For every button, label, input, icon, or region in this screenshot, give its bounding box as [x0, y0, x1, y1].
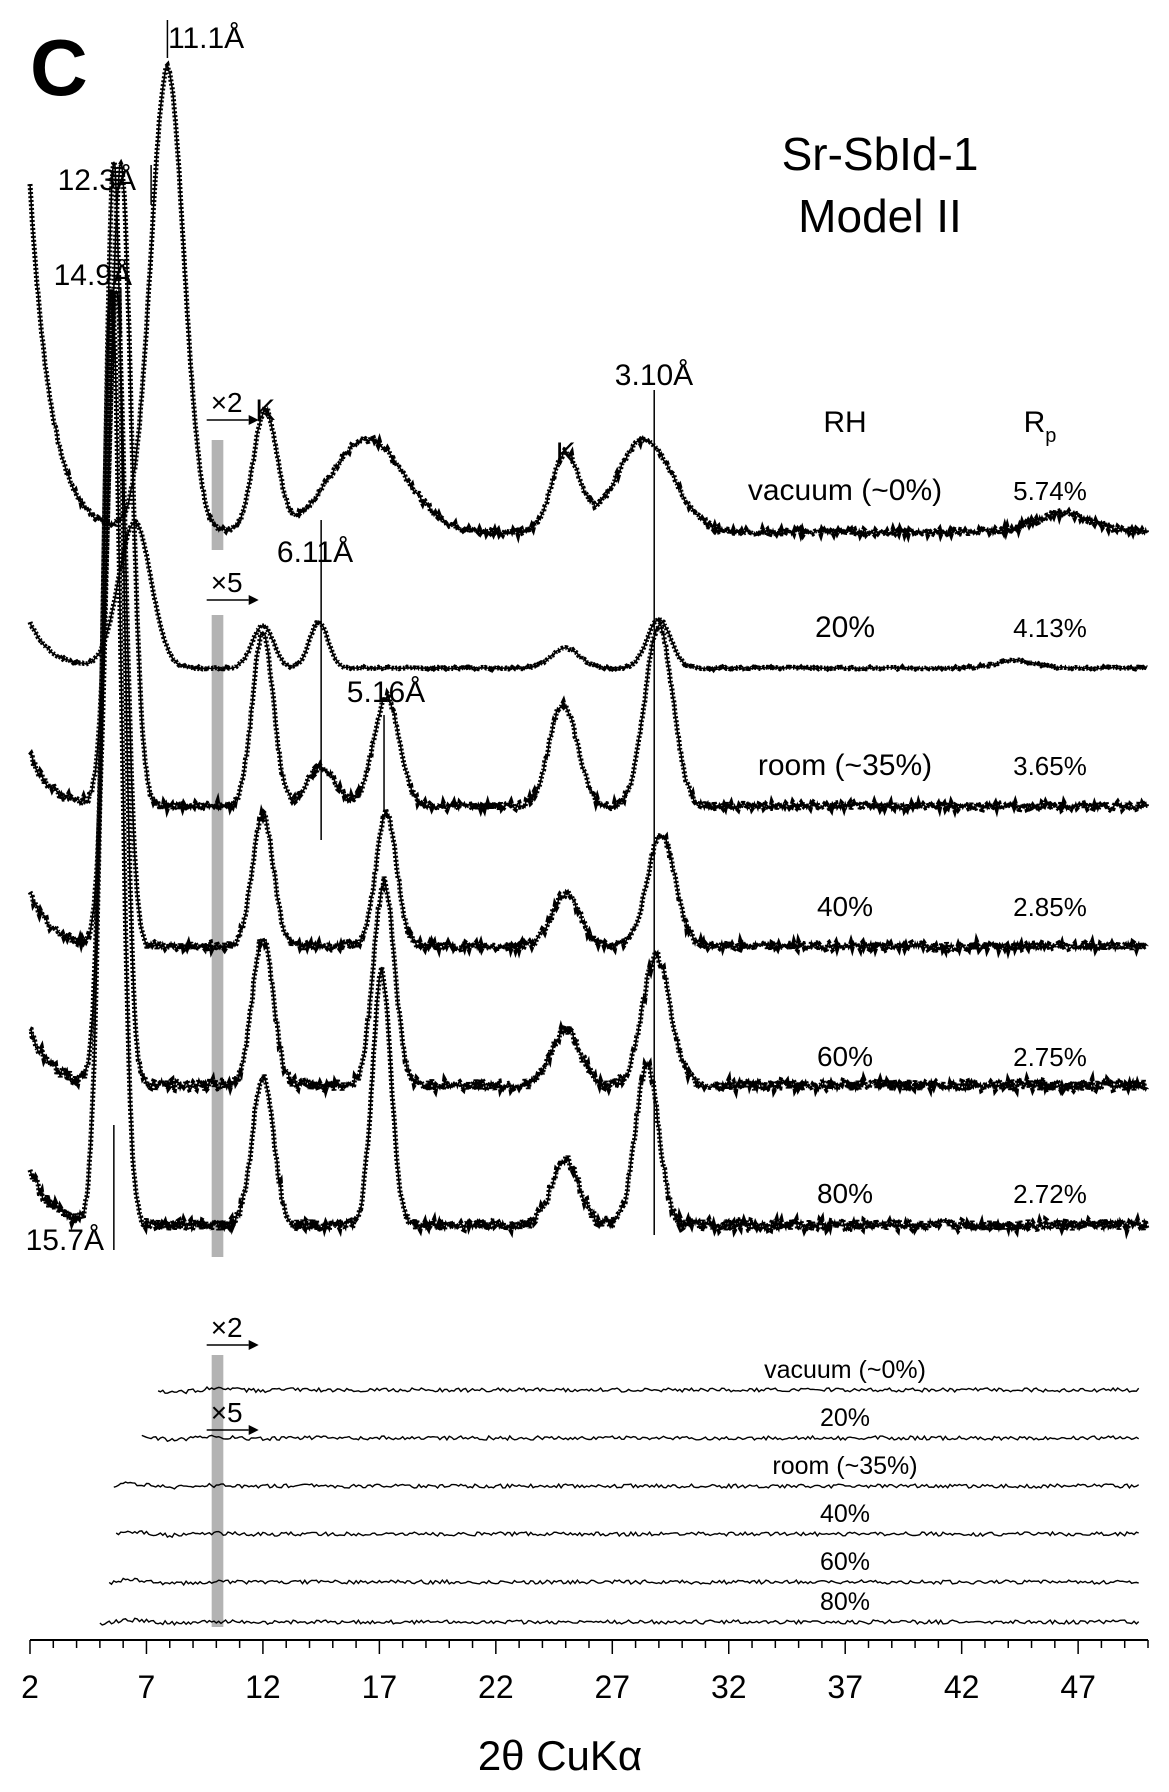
panel-letter: C [30, 23, 88, 112]
rh-label: vacuum (~0%) [748, 474, 942, 507]
x-tick-label: 12 [245, 1669, 281, 1705]
observed-profile [27, 519, 1148, 674]
peak-label: 15.7Å [26, 1224, 104, 1257]
scale-marker-label: ×2 [211, 387, 243, 418]
rh-label: room (~35%) [758, 749, 932, 782]
rh-label: 60% [817, 1041, 873, 1072]
rp-value: 4.13% [1013, 613, 1087, 643]
calculated-profile [29, 161, 1148, 1094]
x-axis-label: 2θ CuKα [478, 1732, 642, 1779]
difference-curve [113, 1481, 1140, 1490]
rp-value: 3.65% [1013, 751, 1087, 781]
annotations: 11.1Å 12.3Å 14.9Å 15.7Å 6.11Å 5.16Å 3.10Å K K ×2 ×… [26, 22, 1057, 1435]
reference-lines [113, 20, 655, 1250]
scale-marker-arrowhead [248, 415, 259, 425]
rp-value: 2.72% [1013, 1179, 1087, 1209]
scale-marker-arrowhead [248, 595, 259, 605]
calculated-profile [29, 162, 1148, 813]
rp-subscript: p [1045, 425, 1056, 447]
x-tick-label: 22 [478, 1669, 514, 1705]
rh-column-header: RH [823, 406, 866, 439]
difference-rh-label: room (~35%) [772, 1452, 917, 1480]
phase-label: K [556, 437, 576, 470]
calculated-profile [29, 289, 1148, 1234]
rp-value: 2.75% [1013, 1042, 1087, 1072]
peak-label: 6.11Å [277, 536, 353, 569]
calculated-profile [29, 289, 1148, 953]
difference-curve [141, 1434, 1140, 1443]
peak-label: 14.9Å [54, 259, 132, 292]
difference-rh-label: 80% [820, 1588, 870, 1616]
rh-label: 80% [817, 1178, 873, 1209]
peak-label: 12.3Å [58, 164, 136, 197]
difference-rh-label: 40% [820, 1500, 870, 1528]
difference-curve [115, 1530, 1139, 1539]
difference-curve [108, 1577, 1139, 1587]
difference-curves: vacuum (~0%) 20% room (~35%) 40% 60% 80% [99, 1356, 1140, 1626]
rp-column-header: Rp [1024, 406, 1057, 447]
phase-label: K [255, 394, 275, 427]
difference-curve [99, 1617, 1140, 1626]
sample-title: Sr-SbId-1 [782, 128, 979, 180]
scale-marker-label: ×2 [211, 1312, 243, 1343]
difference-rh-label: vacuum (~0%) [764, 1356, 926, 1384]
rp-value: 2.85% [1013, 892, 1087, 922]
rp-value: 5.74% [1013, 476, 1087, 506]
calculated-profile [29, 520, 1148, 671]
x-tick-label: 27 [594, 1669, 630, 1705]
x-tick-label: 47 [1060, 1669, 1096, 1705]
peak-label: 3.10Å [615, 359, 693, 392]
scale-marker-label: ×5 [211, 567, 243, 598]
x-axis: 2 7 12 17 22 27 32 37 42 47 2θ CuKα [21, 1639, 1149, 1779]
scale-marker-arrowhead [248, 1425, 259, 1435]
model-title: Model II [798, 190, 962, 242]
observed-profile [27, 60, 1150, 545]
rh-label: 40% [817, 891, 873, 922]
observed-profiles: vacuum (~0%) 5.74% 20% 4.13% room (~35%) 3.65… [27, 60, 1150, 1240]
x-tick-label: 2 [21, 1669, 39, 1705]
gap-bar-main [211, 615, 224, 1257]
scale-marker-arrowhead [248, 1340, 259, 1350]
rh-label: 20% [815, 611, 875, 644]
gap-region-bars [211, 440, 224, 1627]
difference-rh-label: 20% [820, 1404, 870, 1432]
x-tick-label: 37 [827, 1669, 863, 1705]
difference-curve [157, 1386, 1140, 1395]
gap-bar-vacuum [211, 440, 224, 550]
x-ticks: 2 7 12 17 22 27 32 37 42 47 [21, 1640, 1149, 1705]
scale-marker-label: ×5 [211, 1397, 243, 1428]
x-tick-label: 7 [138, 1669, 156, 1705]
x-tick-label: 17 [362, 1669, 398, 1705]
difference-rh-label: 60% [820, 1548, 870, 1576]
peak-label: 5.16Å [347, 676, 425, 709]
x-tick-label: 32 [711, 1669, 747, 1705]
x-tick-label: 42 [944, 1669, 980, 1705]
observed-profile [28, 158, 1150, 820]
peak-label: 11.1Å [168, 22, 244, 55]
observed-profile [27, 286, 1149, 960]
gap-bar-difference [211, 1355, 224, 1627]
calculated-profile [29, 63, 1148, 538]
